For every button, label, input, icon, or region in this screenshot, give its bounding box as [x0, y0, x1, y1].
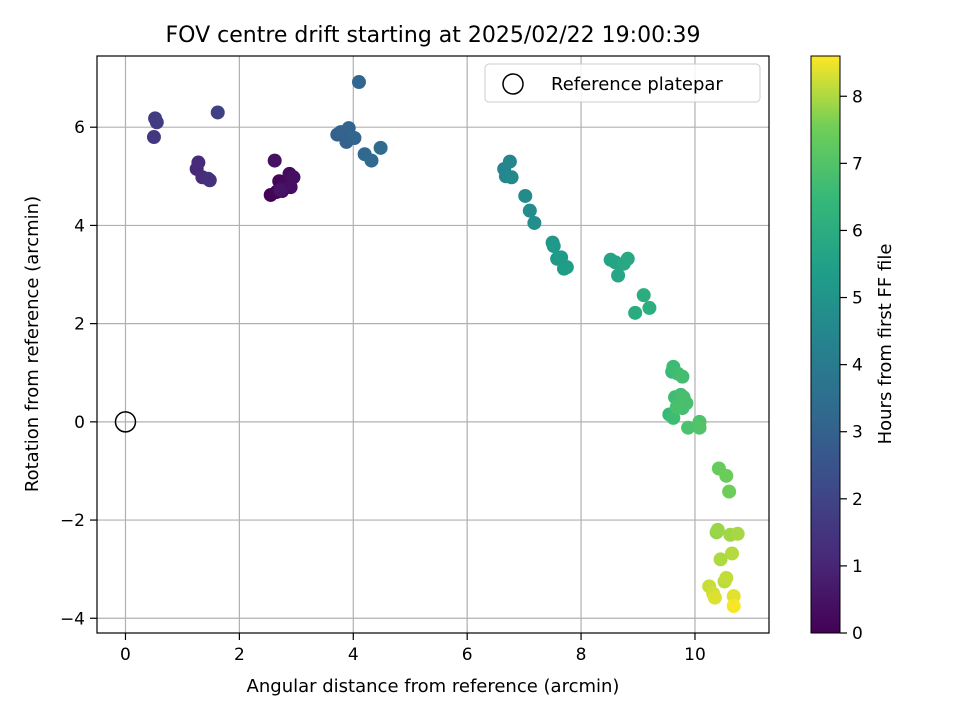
x-tick-label: 6: [462, 645, 473, 665]
legend-marker-icon: [502, 73, 524, 95]
legend-label-reference-platepar: Reference platepar: [551, 74, 723, 95]
y-tick-label: −2: [60, 511, 85, 531]
data-point: [666, 410, 681, 425]
data-point: [719, 571, 734, 586]
colorbar-tick-label: 7: [852, 154, 863, 174]
data-point: [724, 546, 739, 561]
grid: [97, 56, 769, 633]
y-tick-label: −4: [60, 609, 85, 629]
data-point: [202, 173, 217, 188]
colorbar-label: Hours from first FF file: [875, 244, 896, 445]
x-tick-label: 0: [120, 645, 131, 665]
legend: Reference platepar: [484, 63, 761, 103]
data-point: [636, 288, 651, 303]
colorbar-tick-label: 4: [852, 356, 863, 376]
data-point: [146, 130, 161, 145]
data-point: [518, 188, 533, 203]
colorbar-tick-label: 1: [852, 557, 863, 577]
data-point: [730, 526, 745, 541]
colorbar-tick-label: 0: [852, 624, 863, 644]
y-tick-label: 4: [74, 216, 85, 236]
x-tick-label: 4: [348, 645, 359, 665]
data-point: [286, 170, 301, 185]
reference-platepar-marker: [114, 411, 137, 433]
legend-box: [484, 63, 761, 103]
data-point: [373, 140, 388, 155]
data-point: [364, 153, 379, 168]
y-tick-label: 0: [74, 413, 85, 433]
data-point: [719, 468, 734, 483]
data-point: [504, 170, 519, 185]
y-axis-ticks: −4 −2 0 2 4 6: [60, 118, 97, 629]
data-point: [267, 153, 282, 168]
y-axis-label: Rotation from reference (arcmin): [22, 196, 43, 492]
data-point: [559, 260, 574, 275]
data-point: [642, 300, 657, 315]
colorbar-tick-label: 8: [852, 87, 863, 107]
y-tick-label: 2: [74, 315, 85, 335]
data-point: [273, 183, 288, 198]
data-point: [527, 215, 542, 230]
data-point: [669, 400, 684, 415]
x-tick-label: 2: [234, 645, 245, 665]
data-point: [210, 105, 225, 120]
data-point: [546, 239, 561, 254]
data-point: [681, 420, 696, 435]
plot-frame: [96, 55, 770, 634]
data-point: [726, 598, 741, 613]
data-point: [707, 590, 722, 605]
x-tick-label: 10: [684, 645, 706, 665]
data-point: [692, 420, 707, 435]
data-point: [149, 115, 164, 130]
data-points: [146, 75, 745, 613]
colorbar-tick-label: 6: [852, 221, 863, 241]
x-tick-label: 8: [576, 645, 587, 665]
data-point: [502, 154, 517, 169]
data-point: [620, 251, 635, 266]
y-tick-label: 6: [74, 118, 85, 138]
data-point: [347, 131, 362, 146]
colorbar-tick-label: 3: [852, 423, 863, 443]
colorbar: [810, 55, 841, 634]
x-axis-ticks: 0 2 4 6 8 10: [120, 633, 706, 665]
colorbar-ticks: 0 1 2 3 4 5 6 7 8: [840, 87, 863, 644]
colorbar-tick-label: 2: [852, 490, 863, 510]
x-axis-label: Angular distance from reference (arcmin): [247, 676, 620, 697]
data-point: [611, 268, 626, 283]
chart-title: FOV centre drift starting at 2025/02/22 …: [166, 23, 701, 48]
data-point: [675, 369, 690, 384]
data-point: [351, 75, 366, 90]
data-point: [713, 552, 728, 567]
data-point: [522, 203, 537, 218]
data-point: [710, 522, 725, 537]
colorbar-tick-label: 5: [852, 289, 863, 309]
data-point: [191, 155, 206, 170]
data-point: [722, 484, 737, 499]
data-point: [628, 305, 643, 320]
data-point: [726, 589, 741, 604]
